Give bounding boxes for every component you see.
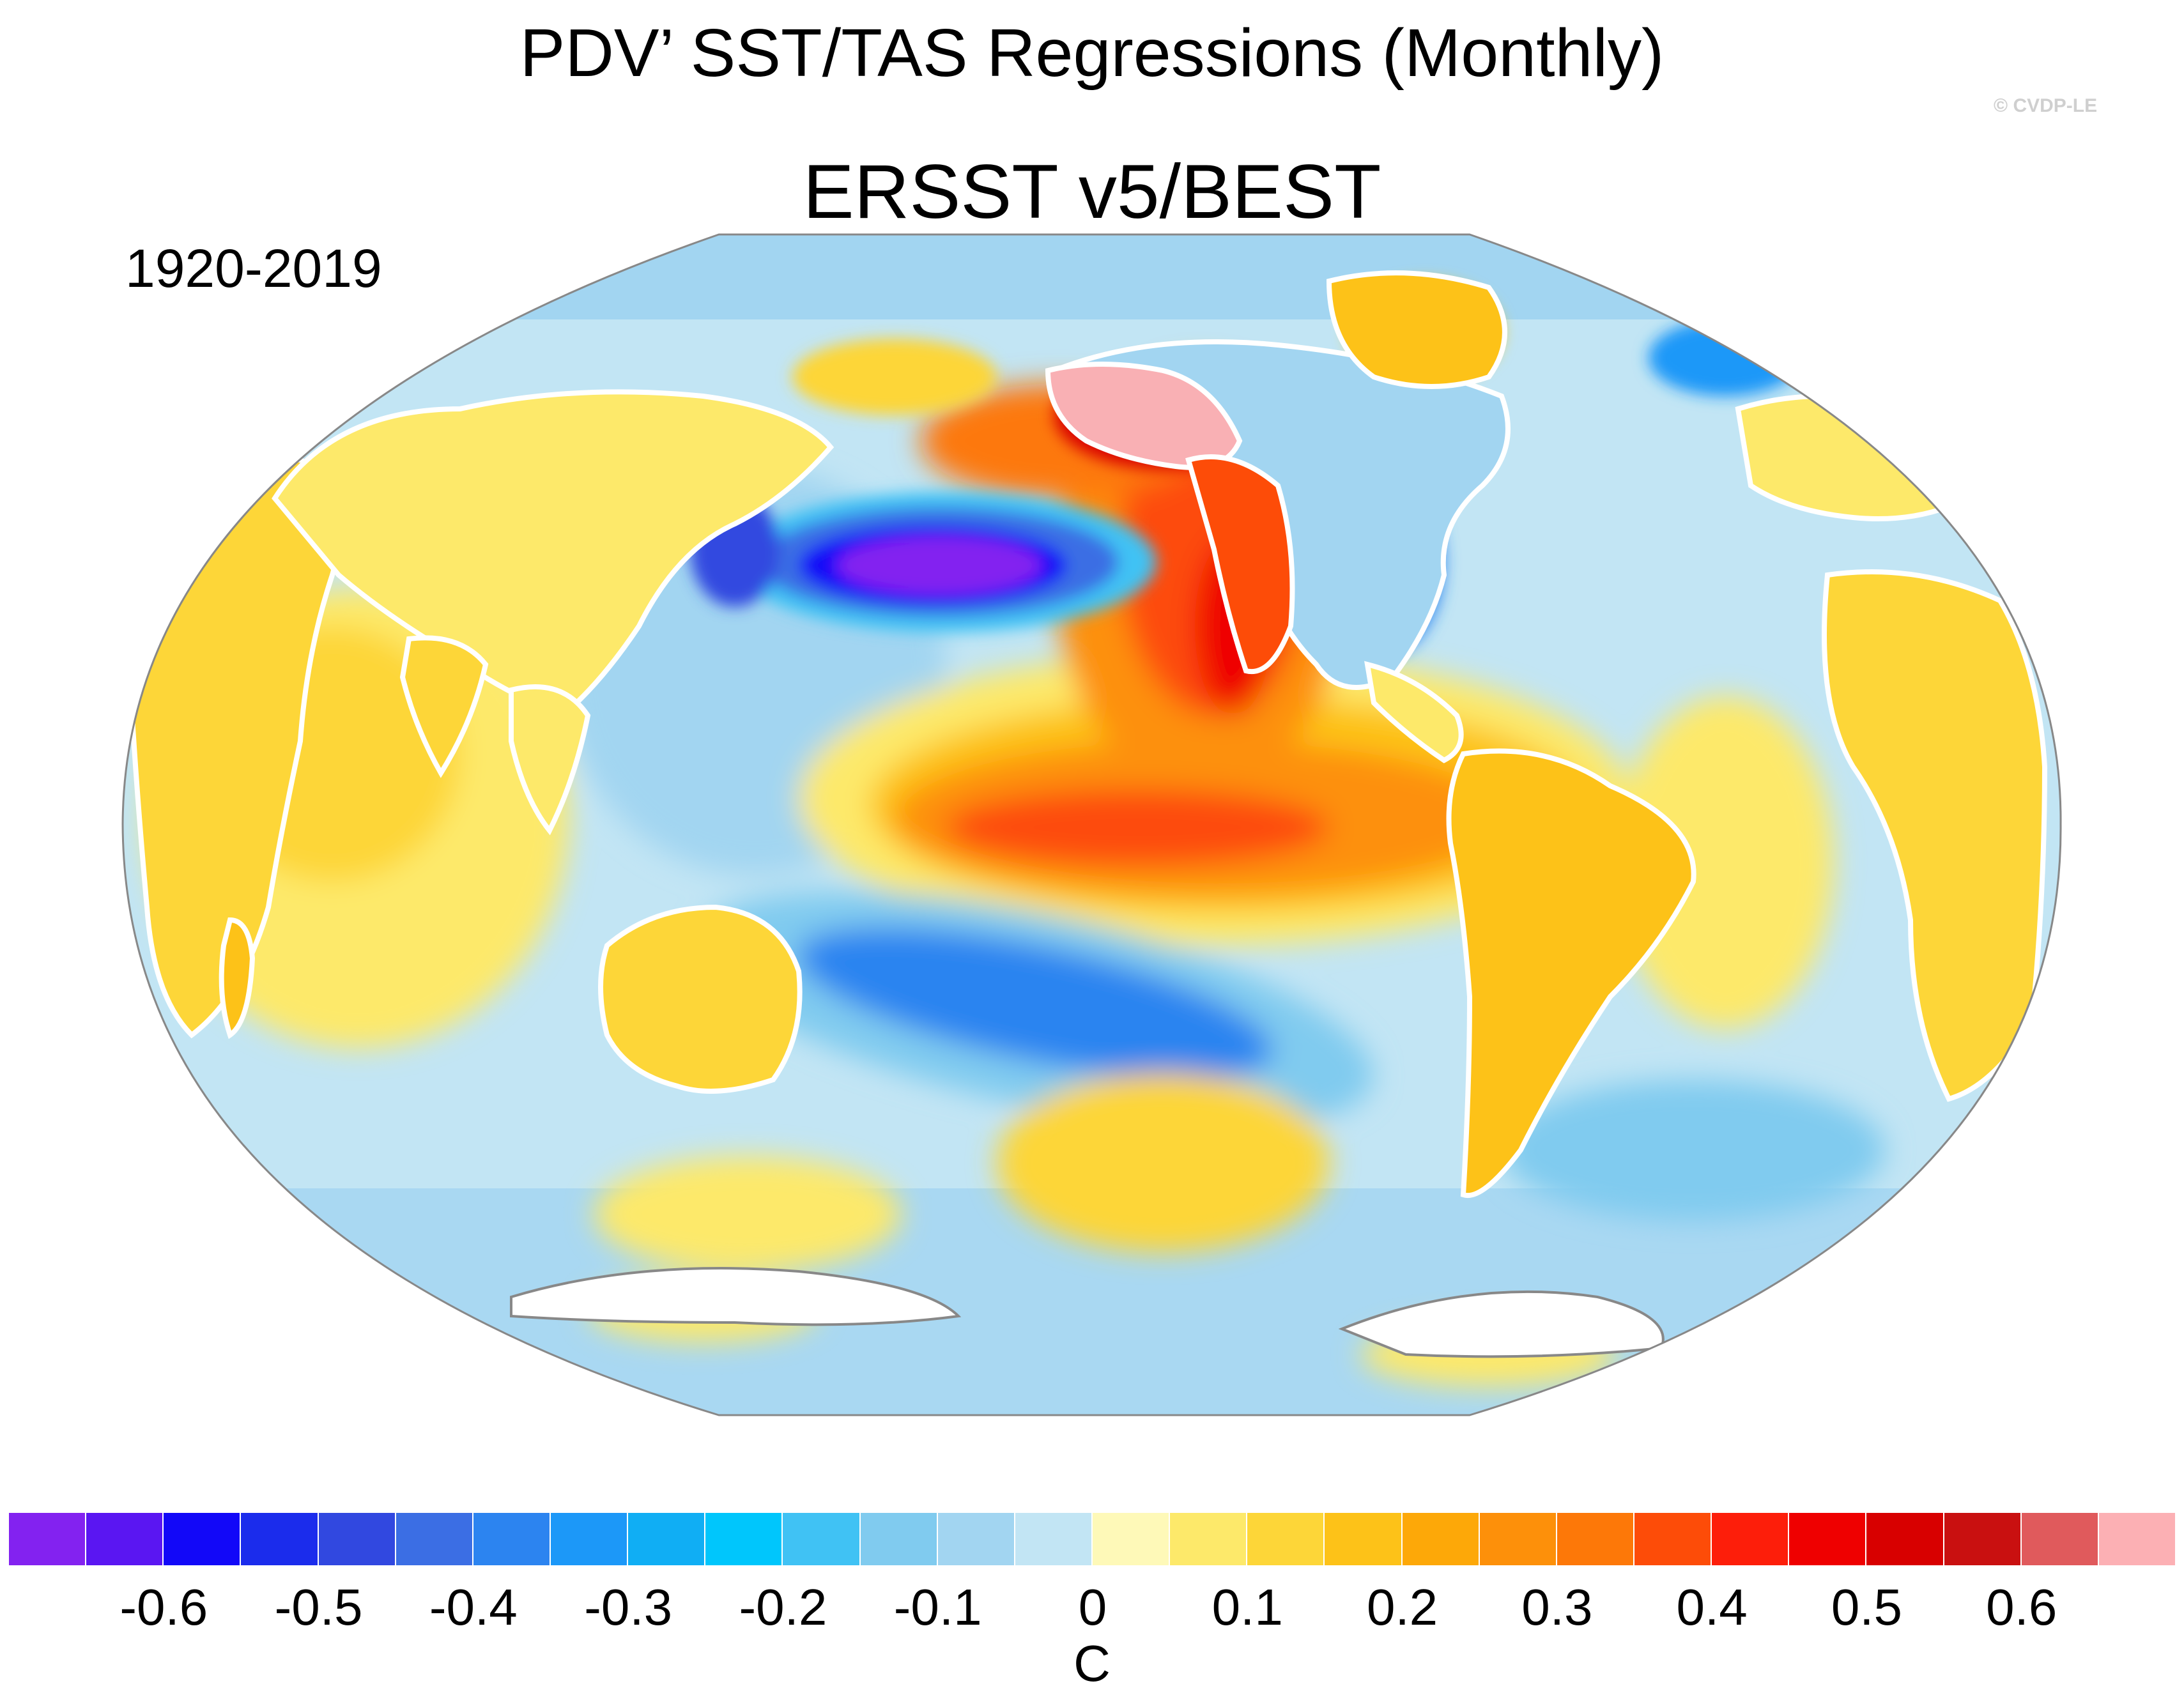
colorbar-tick-label: 0 (1078, 1579, 1107, 1636)
colorbar-segment (1015, 1513, 1093, 1565)
colorbar-segment (396, 1513, 473, 1565)
atlantic-warm (1617, 696, 1834, 1029)
page-title: PDV’ SST/TAS Regressions (Monthly) (519, 15, 1665, 91)
scandinavia-cold (1649, 319, 1802, 396)
colorbar-segment (318, 1513, 396, 1565)
credit-label: © CVDP-LE (1994, 95, 2098, 116)
colorbar-segment (1712, 1513, 1790, 1565)
australia-landmass (598, 904, 803, 1094)
colorbar-segment (241, 1513, 319, 1565)
np-cold-core (837, 537, 1042, 594)
tropical-warm-red (946, 789, 1329, 866)
colorbar-segment (705, 1513, 783, 1565)
antarctica-west (510, 1267, 962, 1326)
colorbar-tick-label: 0.4 (1676, 1579, 1748, 1636)
colorbar-segment (86, 1513, 164, 1565)
colorbar-tick-label: -0.5 (274, 1579, 363, 1636)
greenland-landmass (1326, 270, 1507, 389)
se-asia (509, 684, 591, 836)
europe-landmass (1735, 394, 1971, 521)
map-field (123, 234, 2061, 1415)
colorbar-tick-label: 0.5 (1831, 1579, 1903, 1636)
colorbar-segment (2098, 1513, 2176, 1565)
colorbar-tick-label: -0.6 (119, 1579, 208, 1636)
colorbar-segment (9, 1513, 87, 1565)
arctic-band (123, 234, 2061, 319)
colorbar-segment (1247, 1513, 1325, 1565)
colorbar-segment (1170, 1513, 1248, 1565)
colorbar-tick-label: 0.1 (1211, 1579, 1283, 1636)
sp-warm-patch (997, 1073, 1329, 1252)
colorbar-segment (1557, 1513, 1634, 1565)
colorbar-segment (1402, 1513, 1480, 1565)
us-west-warm-land (1185, 454, 1295, 675)
colorbar-segment (1325, 1513, 1403, 1565)
colorbar-unit: C (1073, 1635, 1111, 1692)
colorbar-tick-label: -0.2 (739, 1579, 827, 1636)
colorbar-segment (551, 1513, 629, 1565)
siberia-warm (792, 339, 997, 415)
colorbar-segment (1866, 1513, 1944, 1565)
dataset-subtitle: ERSST v5/BEST (803, 149, 1381, 234)
india-peninsula (399, 635, 489, 778)
colorbar-tick-label: 0.3 (1521, 1579, 1593, 1636)
colorbar-tick-label: -0.1 (893, 1579, 982, 1636)
colorbar-tick-label: -0.4 (429, 1579, 518, 1636)
colorbar-segment (1479, 1513, 1557, 1565)
period-label: 1920-2019 (125, 238, 382, 298)
south-atlantic-cool (1502, 1080, 1885, 1220)
colorbar-tick-label: 0.6 (1986, 1579, 2057, 1636)
south-america-landmass (1446, 748, 1696, 1199)
colorbar-tick-label: 0.2 (1366, 1579, 1438, 1636)
colorbar-segment (473, 1513, 551, 1565)
antarctica-east (1338, 1290, 1665, 1358)
colorbar-segment (860, 1513, 938, 1565)
colorbar-segment (1634, 1513, 1712, 1565)
colorbar-segment (783, 1513, 861, 1565)
colorbar-segment (1093, 1513, 1171, 1565)
colorbar-tick-label: -0.3 (584, 1579, 673, 1636)
colorbar-segment (628, 1513, 706, 1565)
south-indian-warm (594, 1156, 901, 1271)
colorbar-segment (937, 1513, 1015, 1565)
central-america (1364, 661, 1464, 763)
colorbar (9, 1513, 2176, 1565)
colorbar-segment (1789, 1513, 1867, 1565)
south-cool-core (797, 927, 1273, 1079)
land-masses (125, 270, 2048, 1358)
colorbar-segment (2021, 1513, 2099, 1565)
madagascar (219, 917, 256, 1039)
map-boundary (121, 233, 2062, 1416)
colorbar-segment (1944, 1513, 2022, 1565)
colorbar-segment (164, 1513, 242, 1565)
